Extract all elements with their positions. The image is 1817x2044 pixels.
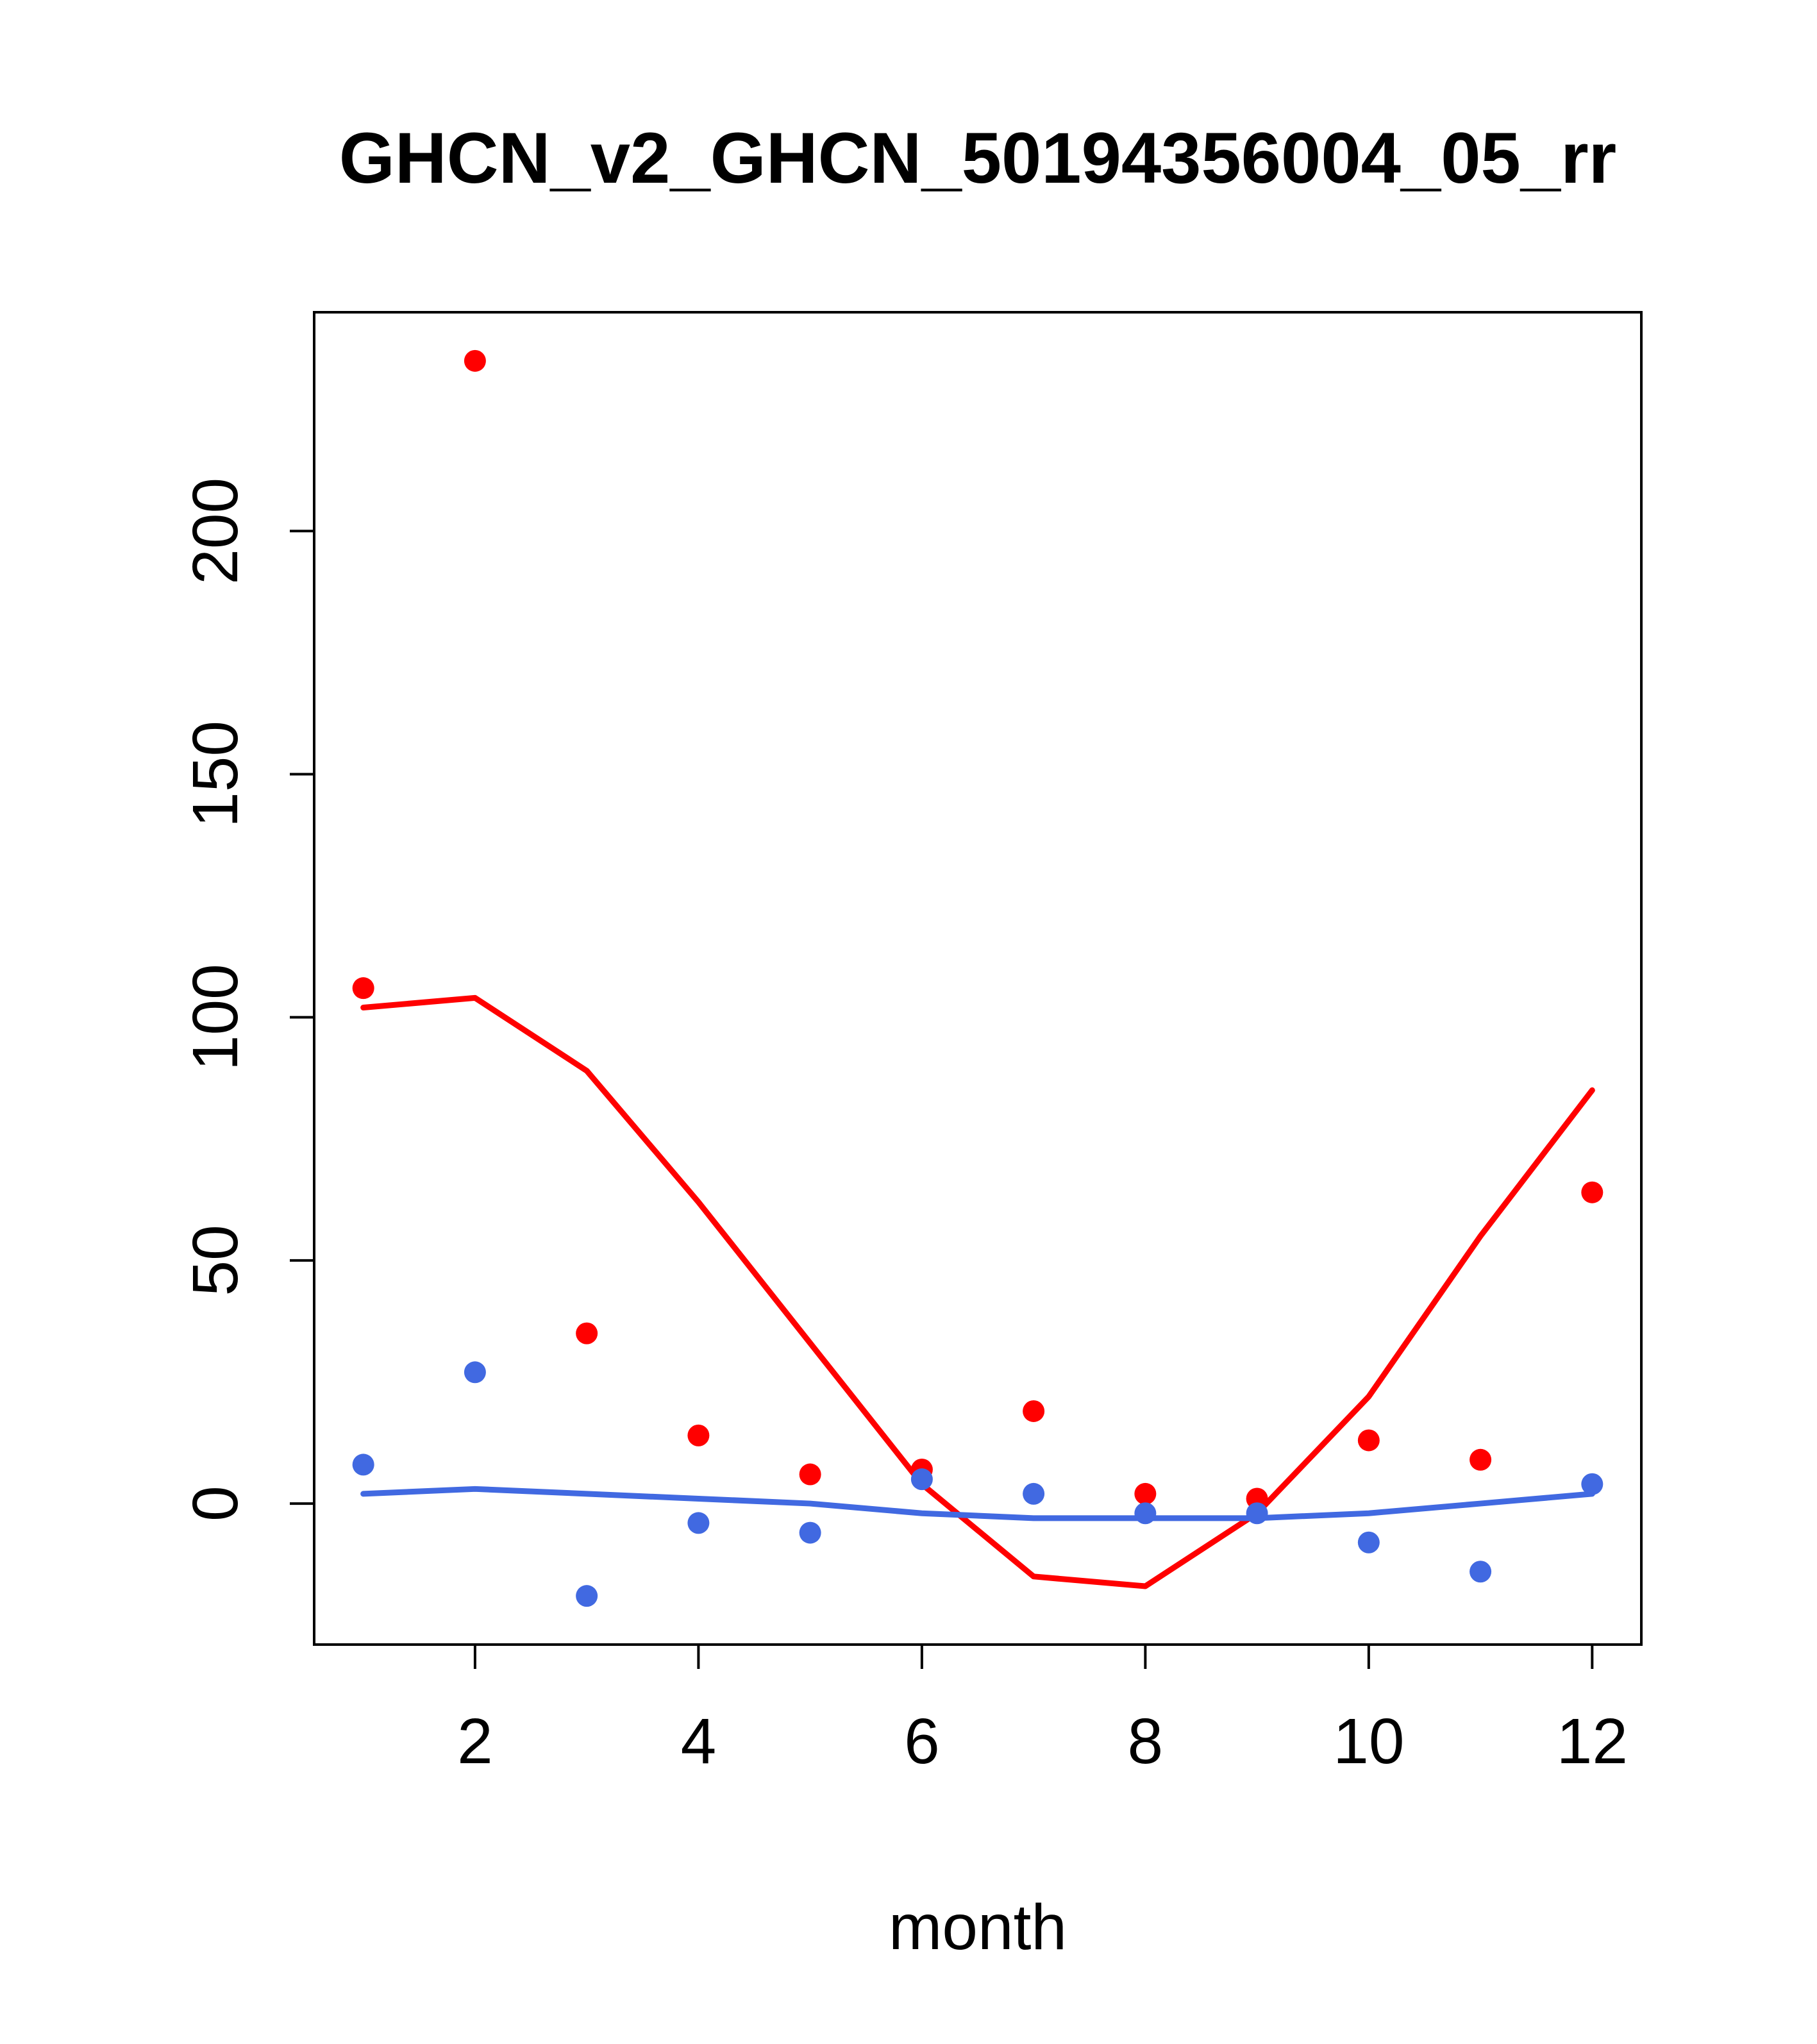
red-point — [1023, 1400, 1045, 1422]
blue-point — [1357, 1531, 1380, 1554]
blue-point — [352, 1453, 374, 1476]
x-tick-label: 4 — [681, 1705, 717, 1777]
red-point — [1134, 1482, 1157, 1505]
y-tick-label: 100 — [180, 964, 251, 1071]
x-tick-label: 12 — [1557, 1705, 1628, 1777]
blue-point — [464, 1361, 486, 1384]
red-line — [360, 994, 1595, 1589]
x-tick-label: 10 — [1333, 1705, 1404, 1777]
y-tick-label: 0 — [180, 1486, 251, 1521]
blue-point — [1470, 1561, 1492, 1583]
blue-point — [687, 1512, 710, 1534]
red-point — [464, 349, 486, 372]
blue-point — [910, 1468, 933, 1491]
blue-point — [576, 1585, 598, 1607]
blue-point — [1246, 1502, 1268, 1525]
x-tick-label: 2 — [457, 1705, 493, 1777]
red-point — [1470, 1448, 1492, 1471]
red-point — [352, 977, 374, 1000]
red-point — [1581, 1181, 1603, 1203]
plot-box — [313, 311, 1643, 1646]
x-tick-label: 6 — [904, 1705, 940, 1777]
y-tick-label: 200 — [180, 478, 251, 585]
blue-point — [1023, 1482, 1045, 1505]
red-point — [576, 1322, 598, 1345]
blue-point — [1581, 1473, 1603, 1495]
red-point — [1357, 1429, 1380, 1452]
blue-point — [1134, 1502, 1157, 1525]
chart-title: GHCN_v2_GHCN_50194356004_05_rr — [339, 118, 1616, 198]
red-point — [687, 1424, 710, 1446]
blue-point — [799, 1521, 821, 1544]
x-tick-label: 8 — [1128, 1705, 1164, 1777]
y-tick-label: 50 — [180, 1225, 251, 1296]
x-axis-label: month — [889, 1891, 1067, 1963]
red-point — [799, 1463, 821, 1486]
blue-line — [360, 1486, 1595, 1521]
y-tick-label: 150 — [180, 721, 251, 828]
